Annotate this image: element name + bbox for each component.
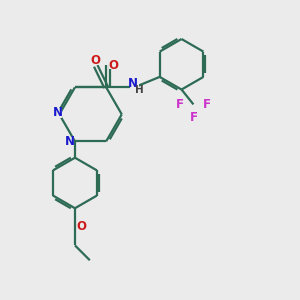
FancyBboxPatch shape: [109, 61, 118, 70]
Text: N: N: [53, 106, 63, 119]
FancyBboxPatch shape: [91, 56, 100, 65]
Text: O: O: [76, 220, 86, 232]
FancyBboxPatch shape: [65, 136, 74, 146]
FancyBboxPatch shape: [189, 114, 198, 122]
Text: O: O: [108, 58, 118, 71]
Text: F: F: [203, 98, 211, 111]
Text: H: H: [135, 85, 144, 95]
Text: O: O: [91, 54, 101, 67]
FancyBboxPatch shape: [176, 100, 184, 109]
Text: F: F: [189, 111, 197, 124]
FancyBboxPatch shape: [130, 80, 139, 90]
FancyBboxPatch shape: [202, 100, 211, 109]
Text: N: N: [64, 135, 75, 148]
Text: N: N: [128, 77, 138, 90]
FancyBboxPatch shape: [77, 222, 86, 230]
FancyBboxPatch shape: [53, 108, 62, 118]
Text: F: F: [176, 98, 184, 111]
